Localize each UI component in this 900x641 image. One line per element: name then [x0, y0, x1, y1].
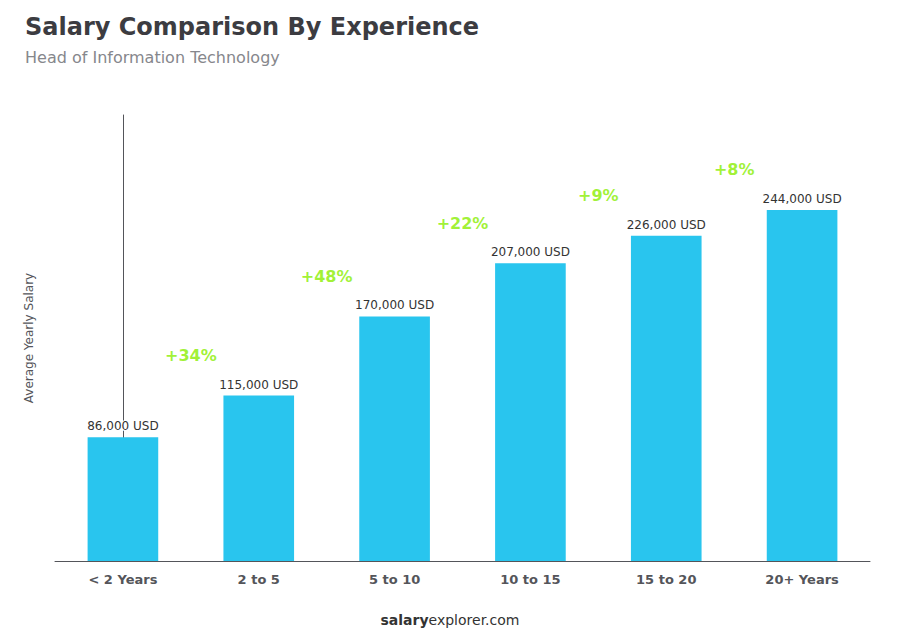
- svg-text:+8%: +8%: [714, 160, 755, 179]
- svg-text:170,000 USD: 170,000 USD: [355, 298, 434, 312]
- svg-text:115,000 USD: 115,000 USD: [219, 378, 298, 392]
- svg-text:15 to 20: 15 to 20: [636, 572, 696, 587]
- svg-text:Average Yearly Salary: Average Yearly Salary: [22, 273, 36, 403]
- svg-text:+22%: +22%: [437, 214, 489, 233]
- svg-text:+9%: +9%: [578, 186, 619, 205]
- svg-text:244,000 USD: 244,000 USD: [763, 192, 842, 206]
- svg-text:207,000 USD: 207,000 USD: [491, 245, 570, 259]
- svg-text:salary: salary: [381, 612, 429, 628]
- svg-text:+34%: +34%: [165, 346, 217, 365]
- svg-text:2 to 5: 2 to 5: [238, 572, 280, 587]
- svg-text:+48%: +48%: [301, 267, 353, 286]
- svg-text:explorer.com: explorer.com: [429, 612, 520, 628]
- svg-text:< 2 Years: < 2 Years: [88, 572, 157, 587]
- svg-text:20+ Years: 20+ Years: [765, 572, 839, 587]
- svg-text:226,000 USD: 226,000 USD: [627, 218, 706, 232]
- svg-text:86,000 USD: 86,000 USD: [87, 419, 158, 433]
- svg-text:Head of Information Technology: Head of Information Technology: [25, 48, 280, 67]
- svg-text:10 to 15: 10 to 15: [500, 572, 560, 587]
- svg-text:Salary Comparison By Experienc: Salary Comparison By Experience: [25, 13, 479, 41]
- svg-text:5 to 10: 5 to 10: [369, 572, 420, 587]
